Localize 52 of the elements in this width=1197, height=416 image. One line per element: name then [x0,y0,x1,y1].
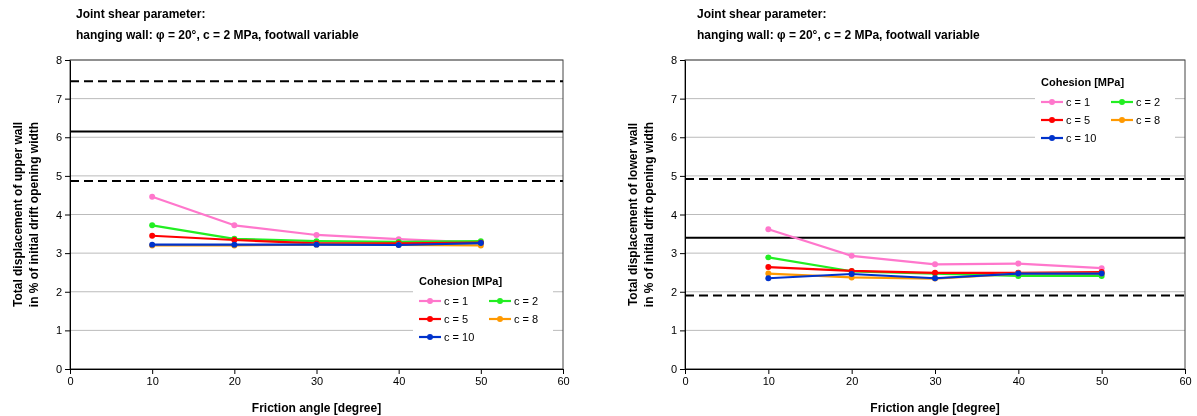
y-tick-label: 4 [670,208,677,221]
y-tick-label: 3 [670,247,677,260]
y-tick-label: 8 [670,54,677,67]
y-axis-title: Total displacement of lower wall in % of initial drift opening width [626,121,656,308]
legend-label: c = 1 [1066,96,1091,108]
y-tick-label: 5 [55,169,62,182]
legend-label: c = 2 [1136,96,1161,108]
legend-label: c = 8 [514,313,539,325]
y-tick-label: 5 [670,169,677,182]
y-tick-label: 7 [670,92,677,105]
x-axis-title: Friction angle [degree] [870,401,1000,415]
x-axis-title: Friction angle [degree] [251,401,382,415]
x-tick-label: 10 [762,374,775,387]
y-tick-label: 2 [55,285,62,298]
y-tick-label: 8 [55,54,62,67]
x-tick-label: 50 [475,374,488,387]
y-tick-label: 7 [55,92,62,105]
y-tick-label: 0 [670,363,677,376]
y-tick-label: 0 [55,363,62,376]
y-tick-label: 3 [55,247,62,260]
legend-label: c = 10 [1066,132,1097,144]
x-tick-label: 20 [846,374,859,387]
y-tick-label: 2 [670,285,677,298]
y-tick-label: 1 [55,324,62,337]
legend-label: c = 2 [514,295,539,307]
chart-title: Joint shear parameter: [697,7,827,21]
y-tick-label: 1 [670,324,677,337]
x-tick-label: 30 [929,374,942,387]
legend-label: c = 8 [1136,114,1161,126]
x-tick-label: 60 [1179,374,1192,387]
legend-title: Cohesion [MPa] [1041,76,1125,88]
x-tick-label: 10 [146,374,159,387]
x-tick-label: 50 [1096,374,1109,387]
y-tick-label: 6 [55,131,62,144]
legend-label: c = 5 [444,313,469,325]
x-tick-label: 60 [557,374,570,387]
legend-label: c = 5 [1066,114,1091,126]
legend-title: Cohesion [MPa] [419,275,503,287]
x-tick-label: 0 [67,374,74,387]
y-axis-title: Total displacement of upper wall in % of initial drift opening width [11,121,41,308]
x-tick-label: 0 [682,374,689,387]
x-tick-label: 40 [1012,374,1025,387]
x-tick-label: 30 [310,374,324,387]
x-tick-label: 20 [228,374,241,387]
legend-label: c = 10 [444,331,475,343]
chart-subtitle: hanging wall: φ = 20°, c = 2 MPa, footwall variable [76,28,360,42]
legend-label: c = 1 [444,295,469,307]
chart-subtitle: hanging wall: φ = 20°, c = 2 MPa, footwall variable [697,28,981,42]
y-tick-label: 4 [55,208,62,221]
x-tick-label: 40 [393,374,406,387]
chart-title: Joint shear parameter: [76,7,206,21]
y-tick-label: 6 [670,131,677,144]
